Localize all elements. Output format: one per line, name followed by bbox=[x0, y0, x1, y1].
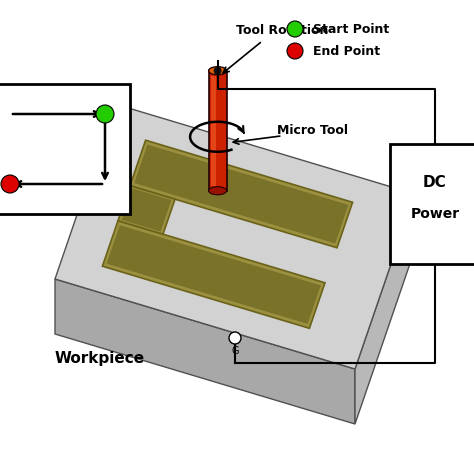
Text: Start Point: Start Point bbox=[313, 22, 389, 36]
Circle shape bbox=[229, 332, 241, 344]
Circle shape bbox=[287, 43, 303, 59]
Text: Tool Rotation: Tool Rotation bbox=[237, 24, 329, 37]
Bar bbox=[0, 84, 130, 214]
Bar bbox=[210, 76, 216, 186]
Text: Power: Power bbox=[410, 207, 460, 221]
Ellipse shape bbox=[209, 187, 227, 195]
Circle shape bbox=[214, 67, 222, 75]
Text: Micro Tool: Micro Tool bbox=[277, 124, 348, 137]
Polygon shape bbox=[107, 225, 321, 324]
Polygon shape bbox=[134, 145, 348, 244]
Text: DC: DC bbox=[423, 174, 447, 190]
Circle shape bbox=[96, 105, 114, 123]
Polygon shape bbox=[122, 188, 172, 232]
Polygon shape bbox=[55, 104, 415, 369]
Bar bbox=[390, 144, 474, 264]
Text: Workpiece: Workpiece bbox=[55, 352, 145, 366]
Polygon shape bbox=[118, 186, 175, 234]
Ellipse shape bbox=[209, 67, 227, 75]
Circle shape bbox=[287, 21, 303, 37]
Circle shape bbox=[1, 175, 19, 193]
Text: End Point: End Point bbox=[313, 45, 380, 57]
Polygon shape bbox=[355, 194, 415, 424]
Polygon shape bbox=[130, 140, 353, 248]
Text: G: G bbox=[231, 346, 239, 356]
Polygon shape bbox=[102, 221, 325, 328]
Bar bbox=[209, 71, 227, 191]
Polygon shape bbox=[55, 279, 355, 424]
